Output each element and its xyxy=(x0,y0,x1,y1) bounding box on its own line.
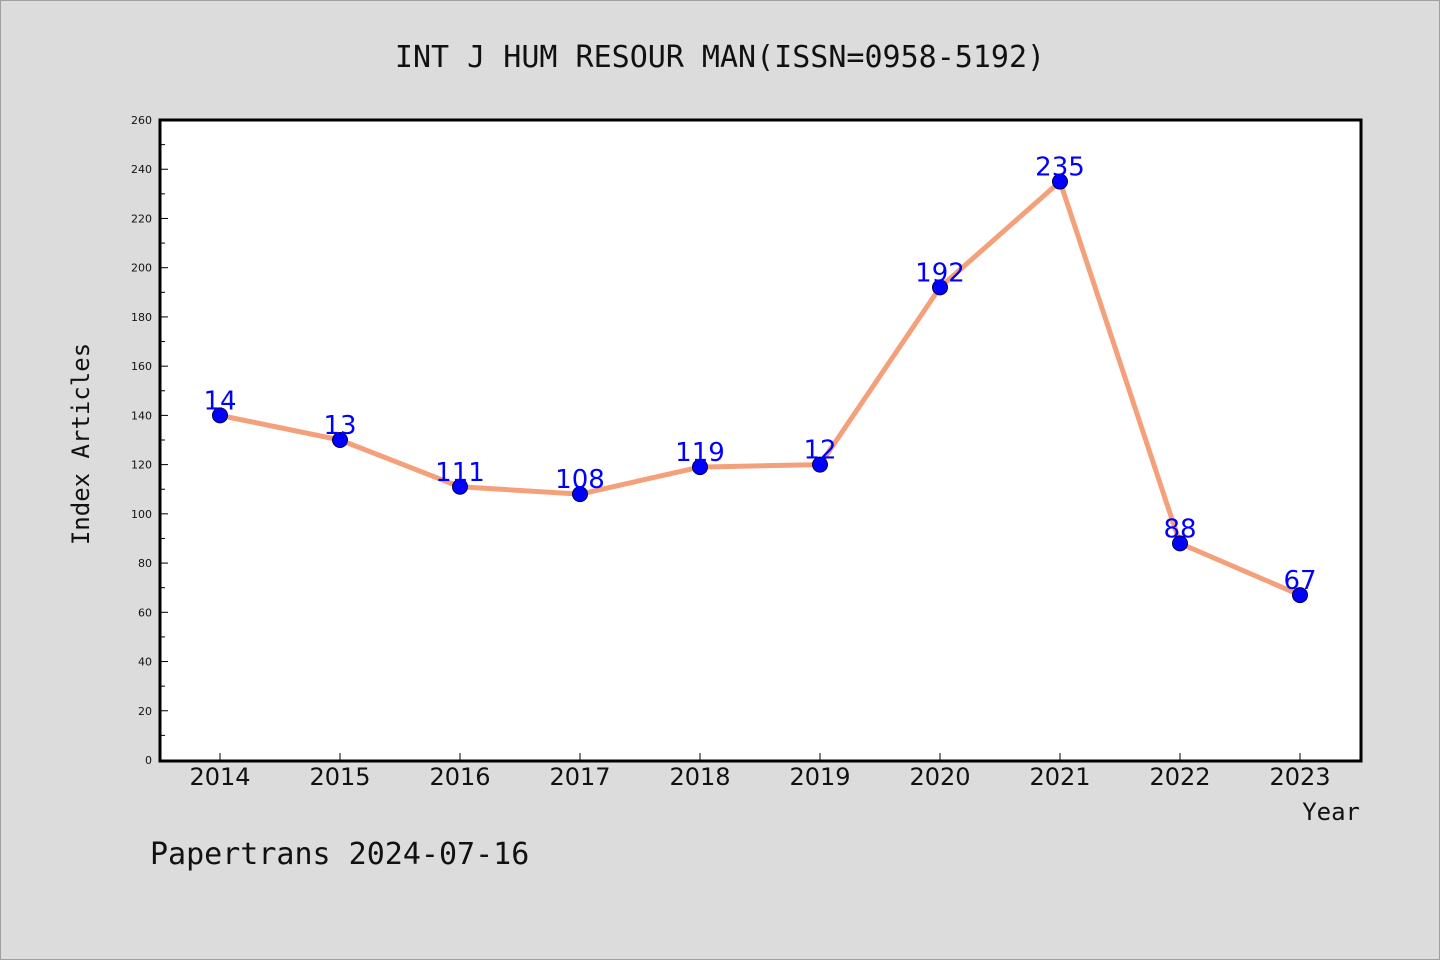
data-point xyxy=(332,432,348,448)
y-tick-label: 100 xyxy=(131,508,152,521)
y-tick-label: 120 xyxy=(131,459,152,472)
x-tick-label: 2016 xyxy=(429,763,490,791)
x-tick-label: 2015 xyxy=(309,763,370,791)
x-tick-label: 2019 xyxy=(789,763,850,791)
data-label: 111 xyxy=(435,458,485,488)
data-point xyxy=(452,478,468,495)
data-point xyxy=(812,456,828,473)
y-tick-label: 240 xyxy=(131,163,152,176)
data-point xyxy=(1052,173,1068,190)
y-tick-label: 260 xyxy=(131,114,152,127)
data-label: 108 xyxy=(555,465,605,495)
x-axis-label: Year xyxy=(1302,798,1360,826)
data-labels: 14 13 111 108 119 12 192 235 88 67 xyxy=(203,153,1316,597)
series-index-articles xyxy=(212,173,1308,604)
x-axis: 2014 2015 2016 2017 2018 2019 2020 2021 2022 2023 xyxy=(189,753,1331,791)
plot-area xyxy=(158,118,1363,763)
data-point xyxy=(692,459,708,476)
y-tick-label: 180 xyxy=(131,311,152,324)
footer-credit: Papertrans 2024-07-16 xyxy=(150,837,529,872)
data-label: 13 xyxy=(323,411,356,441)
y-tick-label: 160 xyxy=(131,360,152,373)
data-label: 67 xyxy=(1283,566,1316,596)
y-axis: 0 20 40 60 80 100 120 140 160 180 200 220 240 260 xyxy=(131,114,168,767)
data-point xyxy=(932,279,948,296)
y-tick-label: 140 xyxy=(131,409,152,422)
x-tick-label: 2021 xyxy=(1029,763,1090,791)
y-axis-label: Index Articles xyxy=(67,343,95,545)
data-label: 14 xyxy=(203,386,236,416)
data-label: 12 xyxy=(803,436,836,466)
data-point xyxy=(212,407,228,424)
x-tick-label: 2018 xyxy=(669,763,730,791)
data-label: 88 xyxy=(1163,514,1196,544)
x-tick-label: 2017 xyxy=(549,763,610,791)
x-tick-label: 2014 xyxy=(189,763,250,791)
y-tick-label: 220 xyxy=(131,212,152,225)
x-tick-label: 2022 xyxy=(1149,763,1210,791)
y-tick-label: 0 xyxy=(145,754,152,767)
x-tick-label: 2020 xyxy=(909,763,970,791)
y-tick-label: 20 xyxy=(138,705,152,718)
data-label: 119 xyxy=(675,438,725,468)
data-point xyxy=(1172,535,1188,552)
x-tick-label: 2023 xyxy=(1269,763,1330,791)
data-label: 235 xyxy=(1035,153,1085,183)
y-tick-label: 80 xyxy=(138,557,152,570)
chart-title: INT J HUM RESOUR MAN(ISSN=0958-5192) xyxy=(395,40,1045,75)
y-tick-label: 200 xyxy=(131,262,152,275)
data-point xyxy=(1292,587,1308,604)
series-line xyxy=(219,179,1301,598)
data-point xyxy=(572,486,588,503)
y-tick-label: 60 xyxy=(138,606,152,619)
y-tick-label: 40 xyxy=(138,656,152,669)
data-label: 192 xyxy=(915,258,965,288)
